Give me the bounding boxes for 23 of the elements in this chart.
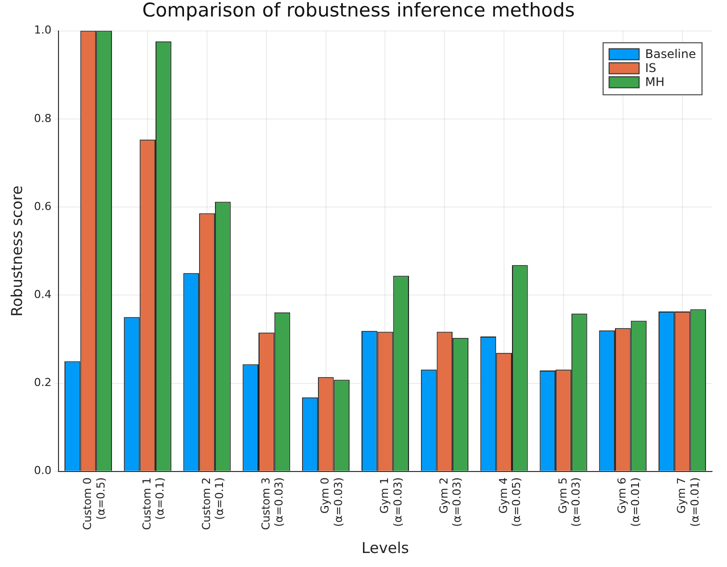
legend-label: IS [645, 60, 656, 75]
y-tick-label: 0.6 [34, 200, 52, 213]
legend-label: Baseline [645, 46, 696, 61]
y-tick-label: 0.8 [34, 112, 52, 125]
y-axis-title: Robustness score [8, 186, 26, 317]
y-tick-label: 0.4 [34, 288, 52, 301]
x-tick-label: Gym 7 (α=0.01) [675, 477, 702, 527]
x-axis-title: Levels [362, 538, 410, 557]
x-tick-label: Gym 1 (α=0.03) [378, 477, 404, 527]
x-tick-label: Custom 0 (α=0.5) [81, 477, 108, 530]
x-tick-label: Gym 6 (α=0.01) [616, 477, 642, 527]
legend-label: MH [645, 74, 665, 89]
x-tick-label: Gym 2 (α=0.03) [438, 477, 464, 527]
chart-title: Comparison of robustness inference methods [142, 0, 575, 22]
x-tick-label: Custom 3 (α=0.03) [259, 477, 286, 530]
x-tick-label: Gym 5 (α=0.03) [556, 477, 583, 527]
y-tick-label: 0.2 [34, 376, 52, 390]
x-tick-label: Gym 0 (α=0.03) [318, 477, 345, 527]
x-tick-label: Custom 2 (α=0.1) [200, 477, 226, 530]
x-tick-label: Custom 1 (α=0.1) [140, 477, 167, 530]
y-tick-label: 0.0 [34, 464, 52, 478]
y-tick-label: 1.0 [34, 24, 52, 37]
x-tick-label: Gym 4 (α=0.05) [496, 477, 524, 527]
